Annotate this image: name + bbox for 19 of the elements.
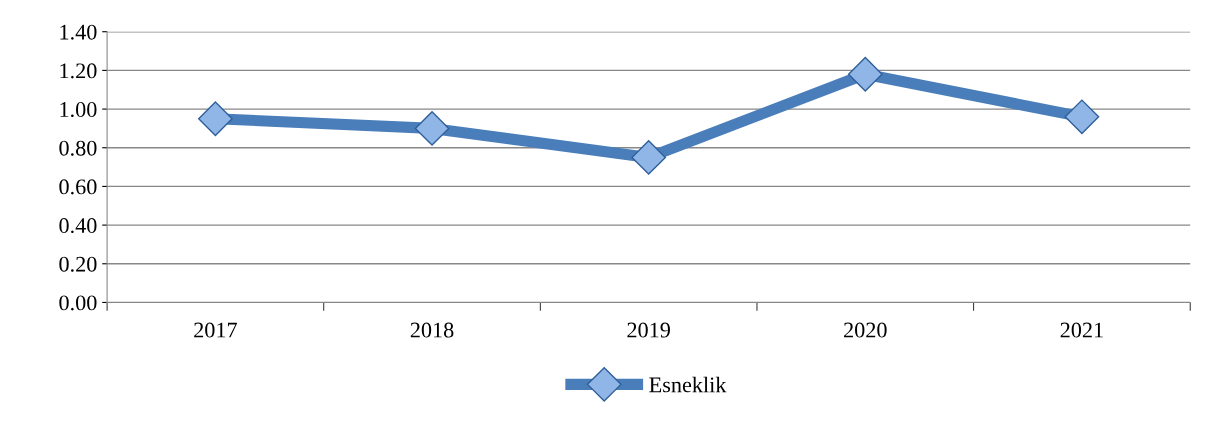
point — [414, 111, 450, 146]
point — [1064, 99, 1100, 135]
x-tick-label: 2017 — [194, 322, 237, 338]
x-tick-label: 2020 — [844, 322, 887, 338]
y-tick-label: 1.00 — [60, 102, 97, 118]
x-tick-label: 2021 — [1060, 322, 1103, 338]
y-tick-label: 1.40 — [60, 24, 97, 40]
point — [631, 140, 667, 175]
x-tick-label: 2018 — [410, 322, 454, 338]
point — [198, 101, 233, 137]
legend-label: Esneklik — [649, 376, 727, 393]
y-tick-label: 1.20 — [60, 63, 97, 79]
y-tick-label: 0.20 — [59, 256, 97, 272]
y-tick-label: 0.40 — [59, 218, 97, 234]
x-tick-label: 2019 — [627, 322, 670, 338]
point — [847, 56, 883, 92]
y-tick-label: 0.80 — [59, 140, 97, 156]
y-tick-label: 0.60 — [59, 179, 97, 195]
y-tick-label: 0.00 — [59, 295, 97, 311]
